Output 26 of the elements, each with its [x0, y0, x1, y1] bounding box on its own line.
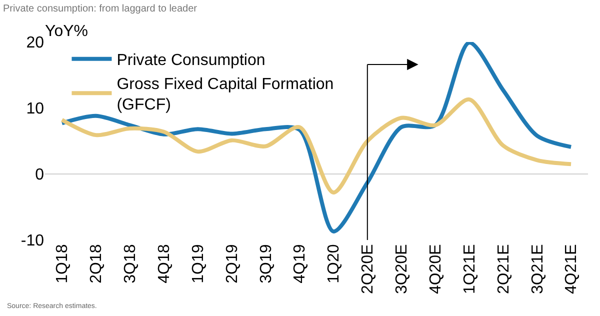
line-series [60, 97, 574, 194]
y-axis-title: YoY% [45, 23, 88, 40]
x-tick-label: 4Q21E [563, 244, 580, 294]
x-tick-label: 3Q20E [394, 244, 411, 294]
x-tick-label: 1Q18 [54, 244, 72, 284]
x-tick-label: 4Q19 [292, 244, 309, 284]
legend-label: Gross Fixed Capital Formation (GFCF) [116, 76, 334, 114]
x-tick-label: 2Q21E [495, 244, 512, 294]
line-series [60, 42, 574, 234]
x-tick-label: 2Q18 [88, 244, 106, 284]
x-tick-label: 1Q21E [461, 244, 478, 294]
x-tick-label: 4Q18 [156, 244, 173, 284]
y-tick-label: 0 [35, 166, 44, 184]
x-tick-label: 3Q18 [122, 244, 140, 284]
x-tick-label: 1Q19 [190, 244, 207, 284]
y-tick-label: 10 [26, 100, 44, 118]
x-tick-label: 3Q19 [258, 244, 275, 284]
y-tick-label: -10 [20, 232, 44, 250]
x-tick-label: 1Q20 [326, 244, 343, 284]
x-tick-label: 2Q20E [360, 244, 377, 294]
x-tick-label: 3Q21E [529, 244, 546, 294]
legend-label: Private Consumption [116, 52, 266, 70]
y-tick-label: 20 [26, 34, 44, 52]
x-tick-label: 4Q20E [427, 244, 444, 294]
x-tick-label: 2Q19 [224, 244, 241, 284]
chart-title: Private consumption: from laggard to leader [3, 4, 198, 15]
